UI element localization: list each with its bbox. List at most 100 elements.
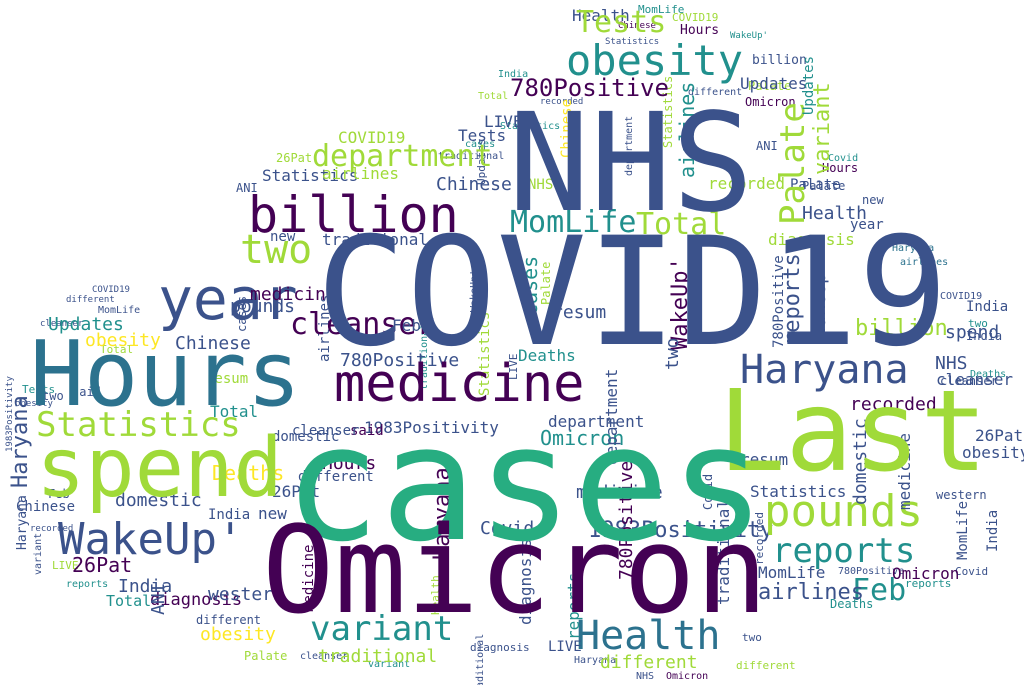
word: traditional xyxy=(475,633,486,685)
word: Omicron xyxy=(666,671,709,682)
word: 26Pat xyxy=(72,553,133,577)
word: reports xyxy=(905,577,952,590)
word: Covid xyxy=(480,518,535,539)
word: Tests xyxy=(22,383,56,396)
word: Tests xyxy=(458,126,507,145)
word: cleanser xyxy=(300,651,349,662)
word: WakeUp' xyxy=(730,31,768,41)
word: obesity xyxy=(962,443,1024,462)
word: year xyxy=(850,217,884,233)
word: Deaths xyxy=(212,461,285,485)
word: western xyxy=(936,488,987,502)
word: new xyxy=(862,193,884,207)
word: Tests xyxy=(576,5,667,40)
word: Statistics xyxy=(750,482,847,501)
word: Updates xyxy=(740,74,808,93)
word: traditional xyxy=(322,230,428,249)
word: NHS xyxy=(636,671,655,682)
word: Last xyxy=(718,367,988,497)
word: Omicron xyxy=(745,95,796,109)
word: diagnosis xyxy=(768,230,855,249)
word: variant xyxy=(310,609,454,649)
word: Feb xyxy=(392,316,421,335)
word: medicine xyxy=(334,354,585,414)
word: Covid xyxy=(955,565,989,578)
word: Statistics xyxy=(605,37,660,47)
word: two xyxy=(240,227,313,273)
word: department xyxy=(548,412,645,431)
word: domestic xyxy=(115,490,202,511)
word: different xyxy=(298,469,374,485)
word: India xyxy=(498,69,529,80)
word: billion xyxy=(752,53,807,68)
word: said xyxy=(72,385,101,399)
word: obesity xyxy=(15,399,53,409)
word: WakeUp' xyxy=(58,514,244,565)
word: Deaths xyxy=(830,597,874,611)
word: diagnosis xyxy=(150,590,243,610)
word: cleanser xyxy=(40,319,84,329)
word: spend xyxy=(945,322,1000,343)
word: recorded xyxy=(540,97,584,107)
word: India xyxy=(118,576,173,597)
word: pounds xyxy=(230,296,296,317)
word: Health xyxy=(576,613,721,659)
word: department xyxy=(312,139,493,174)
word: Statistics xyxy=(262,166,359,185)
word: obesity xyxy=(85,330,161,351)
word: Haryana xyxy=(892,243,935,254)
word: reports xyxy=(772,531,916,571)
word: traditional xyxy=(318,646,438,667)
word: recorded xyxy=(30,524,74,534)
word: Updates xyxy=(48,314,124,335)
word: Hours xyxy=(680,23,720,38)
word: 780Positive xyxy=(510,74,669,102)
word: different xyxy=(736,659,796,672)
word: India xyxy=(985,509,1001,552)
word: COVID19 xyxy=(92,285,130,295)
word: ANI xyxy=(236,181,258,195)
word: cleanser xyxy=(940,374,998,388)
word: airlines xyxy=(900,257,949,268)
word: 26Pat xyxy=(272,482,321,501)
word: airlines xyxy=(758,580,864,605)
word: Palate xyxy=(748,79,792,93)
word: medicine xyxy=(250,284,337,305)
word: cleanser xyxy=(292,423,360,439)
word: western xyxy=(208,584,284,605)
word: different xyxy=(600,652,698,673)
word: variant xyxy=(368,659,411,670)
word: cleanser xyxy=(936,370,1014,389)
word: Updates xyxy=(801,55,817,115)
word: Omicron xyxy=(892,564,960,583)
word: Feb xyxy=(852,573,907,608)
word: traditional xyxy=(438,151,505,162)
word: Total xyxy=(100,343,134,356)
word: billion xyxy=(248,186,459,244)
word: Deaths xyxy=(970,369,1007,380)
word: Palate xyxy=(802,179,846,193)
word: obesity xyxy=(200,624,276,645)
word: different xyxy=(688,87,743,98)
word: year xyxy=(158,265,298,333)
word: MomLife xyxy=(510,205,637,240)
word: new xyxy=(258,504,287,523)
word: COVID19 xyxy=(338,128,406,147)
word: Haryana xyxy=(8,395,33,488)
word: two xyxy=(742,631,762,644)
word: Hours xyxy=(30,322,301,427)
word: ANI xyxy=(756,139,778,153)
word: diagnosis xyxy=(470,641,530,654)
word: Total xyxy=(210,402,259,421)
word: domestic xyxy=(272,429,340,445)
word: medicine xyxy=(576,482,663,503)
word: MomLife xyxy=(98,305,141,316)
word: airlines xyxy=(322,164,400,183)
word: Deaths xyxy=(518,346,576,365)
word: Chinese xyxy=(175,333,251,354)
word: Health xyxy=(802,203,868,224)
word: 780Positive xyxy=(340,350,460,371)
word: different xyxy=(196,613,262,627)
word: Haryana xyxy=(574,655,617,666)
word: NHS xyxy=(528,177,554,193)
